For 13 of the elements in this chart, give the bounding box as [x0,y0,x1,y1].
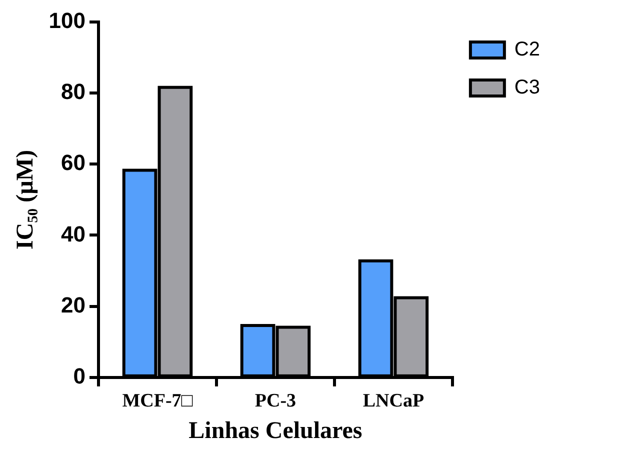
y-tick-label: 100 [48,8,86,34]
y-tick-label: 20 [61,292,86,318]
x-axis-title: Linhas Celulares [188,418,362,444]
y-tick-label: 40 [61,221,86,246]
y-axis-title: IC₅₀ (µM) [12,150,39,250]
y-tick-label: 60 [61,150,86,176]
x-tick-label: MCF-7□ [122,390,194,412]
y-tick-label: 80 [61,79,86,104]
legend-label: C2 [514,38,540,61]
legend-label: C3 [514,76,540,99]
x-tick-label: PC-3 [254,390,296,412]
y-tick-label: 0 [73,363,86,388]
x-tick-label: LNCaP [362,390,424,412]
